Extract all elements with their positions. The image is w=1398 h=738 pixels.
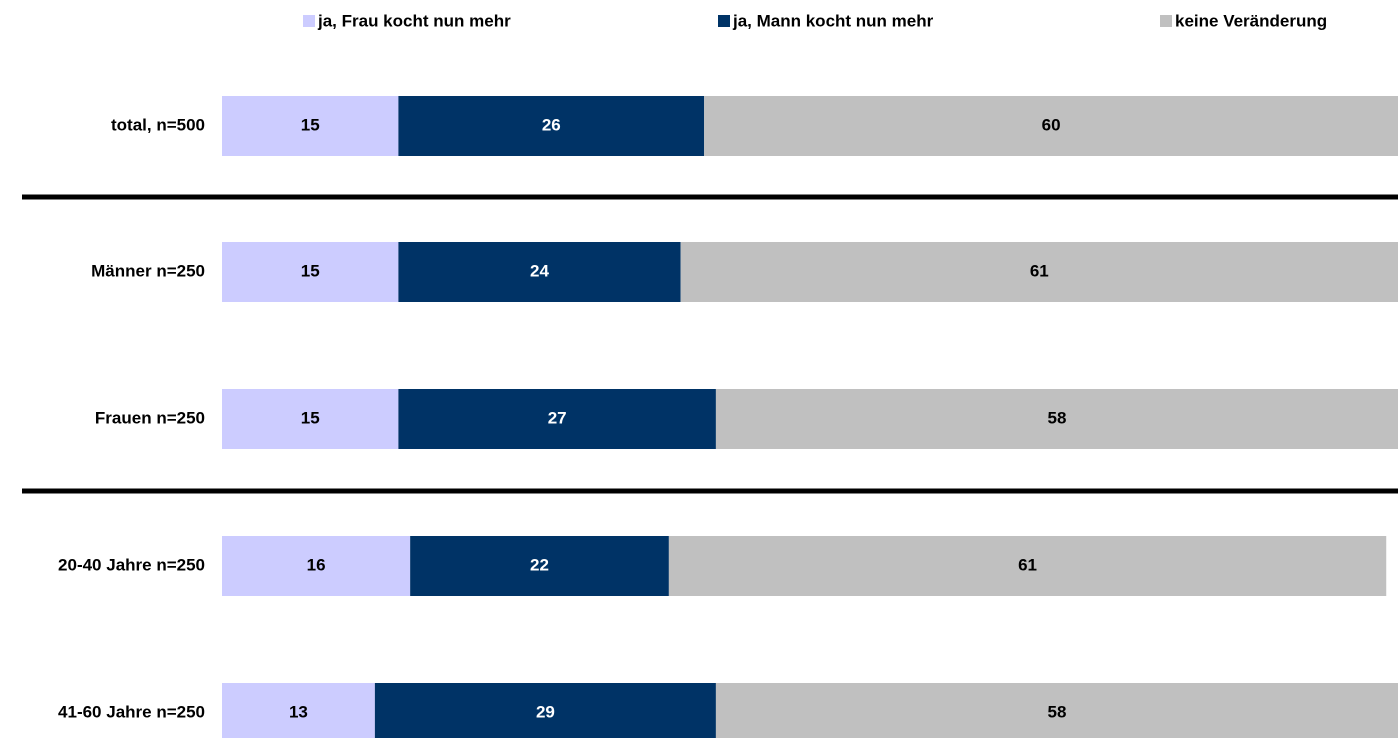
bar-segment [222, 389, 399, 449]
bar-segment [222, 536, 411, 596]
bar-segment [222, 683, 375, 738]
data-label: 26 [542, 115, 561, 134]
bar-segment [222, 96, 399, 156]
category-label: Männer n=250 [91, 261, 205, 280]
legend-label: ja, Mann kocht nun mehr [732, 11, 934, 30]
data-label: 15 [301, 408, 320, 427]
data-label: 24 [530, 261, 549, 280]
bar-segment [398, 242, 681, 302]
category-label: total, n=500 [111, 115, 205, 134]
data-label: 61 [1030, 261, 1049, 280]
legend-label: ja, Frau kocht nun mehr [317, 11, 511, 30]
data-label: 58 [1047, 702, 1066, 721]
data-label: 61 [1018, 555, 1037, 574]
data-label: 60 [1042, 115, 1061, 134]
data-label: 58 [1047, 408, 1066, 427]
data-label: 15 [301, 115, 320, 134]
data-label: 16 [307, 555, 326, 574]
bar-segment [222, 242, 399, 302]
bar-segment [680, 242, 1398, 302]
data-label: 15 [301, 261, 320, 280]
data-label: 29 [536, 702, 555, 721]
legend-swatch [718, 15, 730, 27]
bar-segment [704, 96, 1398, 156]
category-label: 41-60 Jahre n=250 [58, 702, 205, 721]
legend-swatch [1160, 15, 1172, 27]
bar-segment [715, 683, 1398, 738]
bar-segment [715, 389, 1398, 449]
legend-swatch [303, 15, 315, 27]
bar-segment [398, 389, 716, 449]
category-label: Frauen n=250 [95, 408, 205, 427]
legend-label: keine Veränderung [1175, 11, 1327, 30]
bar-segment [410, 536, 669, 596]
bar-segment [374, 683, 716, 738]
data-label: 22 [530, 555, 549, 574]
data-label: 13 [289, 702, 308, 721]
category-label: 20-40 Jahre n=250 [58, 555, 205, 574]
bar-segment [668, 536, 1387, 596]
bar-segment [398, 96, 705, 156]
data-label: 27 [548, 408, 567, 427]
